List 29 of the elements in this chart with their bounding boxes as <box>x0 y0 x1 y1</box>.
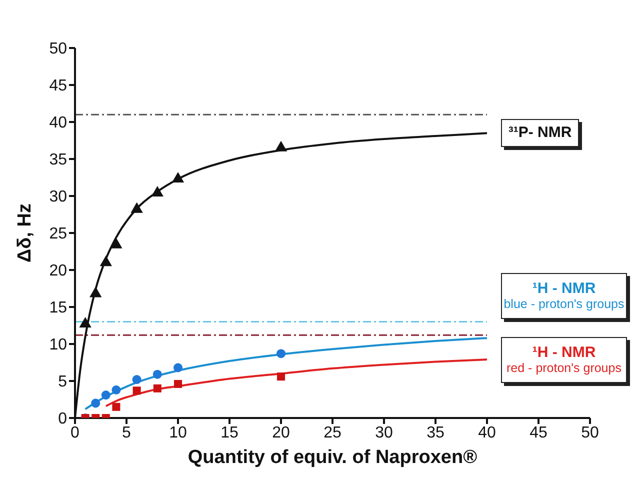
x-tick-label: 50 <box>581 424 599 442</box>
y-tick-label: 40 <box>49 114 68 132</box>
y-tick-label: 0 <box>58 410 68 428</box>
x-tick-label: 25 <box>324 424 342 442</box>
x-tick-label: 10 <box>169 424 187 442</box>
y-tick-label: 50 <box>49 40 68 58</box>
y-tick-label: 20 <box>49 262 68 280</box>
x-tick-label: 0 <box>70 424 80 442</box>
x-tick-label: 35 <box>426 424 444 442</box>
x-tick-label: 15 <box>220 424 238 442</box>
y-tick-label: 15 <box>49 300 68 317</box>
annotation: ³¹P- NMR <box>508 124 572 142</box>
y-tick-label: 45 <box>49 78 68 95</box>
line-series <box>104 358 488 408</box>
annotation: ¹H - NMR red - proton's groups <box>506 344 622 376</box>
annotation: ¹H - NMR blue - proton's groups <box>504 280 624 312</box>
x-tick-label: 45 <box>530 424 548 442</box>
line-series <box>84 337 488 410</box>
x-tick-label: 20 <box>272 424 290 442</box>
y-tick-label: 30 <box>49 188 68 206</box>
x-tick-label: 30 <box>375 424 393 442</box>
y-tick-label: 35 <box>49 152 68 169</box>
y-tick-label: 25 <box>49 226 68 243</box>
y-tick-label: 10 <box>49 336 68 354</box>
x-tick-label: 5 <box>122 424 132 442</box>
y-axis-title: Δδ, Hz <box>14 204 36 262</box>
x-tick-label: 40 <box>478 424 496 442</box>
x-axis-title: Quantity of equiv. of Naproxen® <box>188 447 478 468</box>
y-tick-label: 5 <box>58 374 68 391</box>
